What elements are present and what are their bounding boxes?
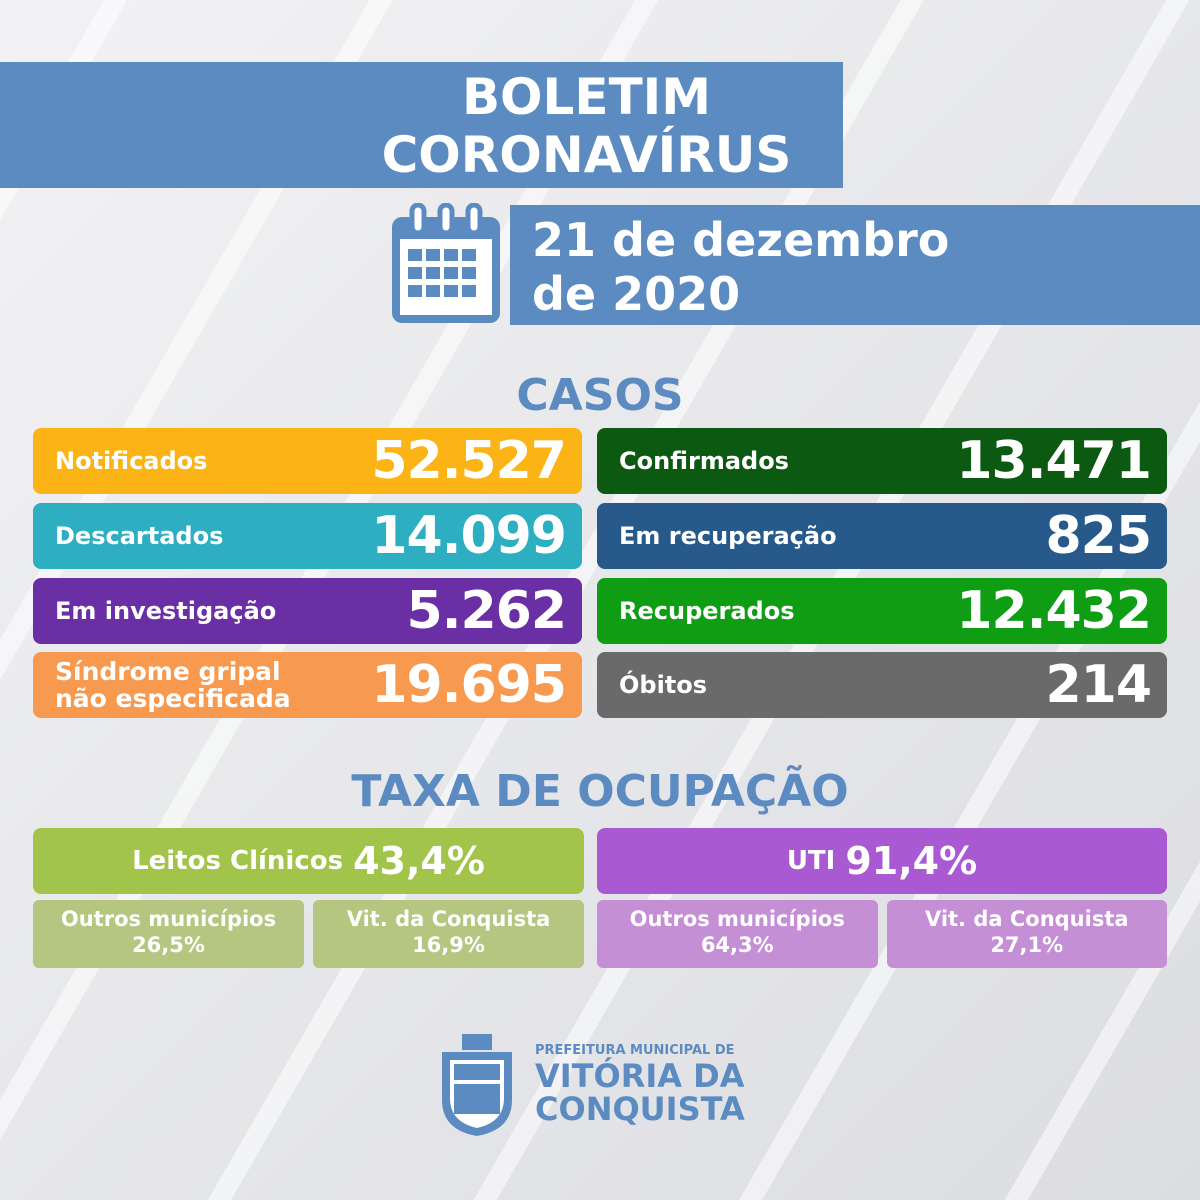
logo-text: PREFEITURA MUNICIPAL DE VITÓRIA DA CONQU… — [535, 1042, 745, 1126]
case-value: 19.695 — [371, 655, 567, 715]
occupancy-label: Leitos Clínicos — [132, 846, 344, 876]
case-box: Descartados 14.099 — [33, 503, 582, 569]
case-label: Notificados — [55, 446, 208, 475]
occupancy-label: UTI — [786, 846, 836, 876]
case-box: Em investigação 5.262 — [33, 578, 582, 644]
sub-label: Outros municípios — [60, 907, 277, 931]
case-value: 12.432 — [956, 581, 1152, 641]
date-line: 21 de dezembro — [532, 213, 950, 267]
case-label: Confirmados — [619, 446, 789, 475]
case-label: Em investigação — [55, 596, 277, 625]
case-value: 825 — [1045, 506, 1152, 566]
occupancy-value: 91,4% — [845, 839, 978, 883]
logo-line: PREFEITURA MUNICIPAL DE — [535, 1043, 735, 1058]
case-box: Confirmados 13.471 — [597, 428, 1167, 494]
case-label: Descartados — [55, 521, 224, 550]
case-value: 5.262 — [406, 581, 567, 641]
case-value: 52.527 — [371, 431, 567, 491]
sub-value: 26,5% — [132, 933, 205, 957]
occupancy-sub-box: Vit. da Conquista 27,1% — [886, 900, 1167, 968]
case-box: Síndrome gripal não especificada 19.695 — [33, 652, 582, 718]
logo-line: VITÓRIA DA — [535, 1057, 745, 1095]
case-label: Em recuperação — [619, 521, 837, 550]
occupancy-sub-box: Outros municípios 64,3% — [597, 900, 878, 968]
calendar-icon — [392, 203, 500, 323]
sub-value: 64,3% — [700, 933, 774, 957]
occupancy-value: 43,4% — [353, 839, 485, 883]
sub-label: Outros municípios — [629, 907, 845, 931]
case-value: 214 — [1045, 655, 1152, 715]
case-value: 13.471 — [956, 431, 1152, 491]
case-label: Óbitos — [619, 670, 708, 699]
coat-of-arms — [442, 1034, 512, 1136]
sub-value: 16,9% — [412, 933, 485, 957]
section-title: CASOS — [516, 370, 684, 421]
occupancy-sub-box: Vit. da Conquista 16,9% — [313, 900, 584, 968]
title-line: CORONAVÍRUS — [381, 126, 792, 184]
case-label: Síndrome gripal não especificada — [55, 657, 291, 713]
sub-value: 27,1% — [990, 933, 1064, 957]
title-line: BOLETIM — [461, 68, 712, 126]
occupancy-box: UTI 91,4% — [597, 828, 1167, 894]
sub-label: Vit. da Conquista — [346, 907, 551, 931]
date-banner: 21 de dezembro de 2020 — [510, 205, 1200, 325]
case-label: Recuperados — [619, 596, 795, 625]
section-title: TAXA DE OCUPAÇÃO — [351, 766, 849, 817]
sub-label: Vit. da Conquista — [924, 907, 1129, 931]
logo-line: CONQUISTA — [535, 1090, 745, 1128]
case-box: Recuperados 12.432 — [597, 578, 1167, 644]
title-banner: BOLETIM CORONAVÍRUS — [0, 62, 843, 188]
date-line: de 2020 — [532, 267, 741, 321]
case-box: Óbitos 214 — [597, 652, 1167, 718]
case-box: Notificados 52.527 — [33, 428, 582, 494]
case-value: 14.099 — [371, 506, 567, 566]
case-box: Em recuperação 825 — [597, 503, 1167, 569]
occupancy-sub-box: Outros municípios 26,5% — [33, 900, 304, 968]
occupancy-box: Leitos Clínicos 43,4% — [33, 828, 584, 894]
